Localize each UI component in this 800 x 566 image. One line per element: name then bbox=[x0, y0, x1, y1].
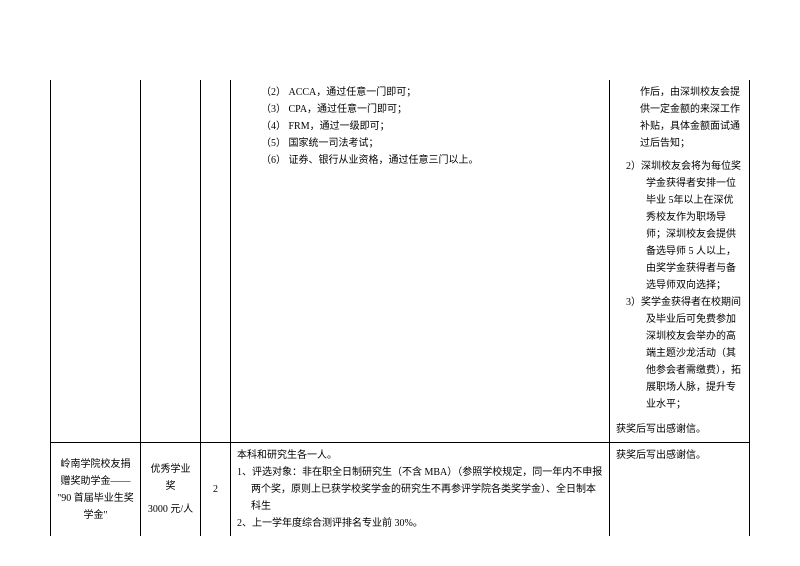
criteria-line: （3） CPA，通过任意一门即可； bbox=[261, 101, 603, 118]
criteria-line: （4） FRM，通过一级即可； bbox=[261, 118, 603, 135]
notes-line: 获奖后写出感谢信。 bbox=[616, 421, 743, 438]
name-line: "90 首届毕业生奖学金" bbox=[57, 490, 134, 524]
criteria-line: （6） 证券、银行从业资格，通过任意三门以上。 bbox=[261, 152, 603, 169]
cell-name: 岭南学院校友捐赠奖助学金—— "90 首届毕业生奖学金" bbox=[51, 443, 141, 537]
table-row: 岭南学院校友捐赠奖助学金—— "90 首届毕业生奖学金" 优秀学业奖 3000 … bbox=[51, 443, 750, 537]
criteria-line: 本科和研究生各一人。 bbox=[237, 447, 603, 464]
table-row: （2） ACCA，通过任意一门即可； （3） CPA，通过任意一门即可； （4）… bbox=[51, 80, 750, 443]
scholarship-table: （2） ACCA，通过任意一门即可； （3） CPA，通过任意一门即可； （4）… bbox=[50, 80, 750, 536]
criteria-line: 2、上一学年度综合测评排名专业前 30%。 bbox=[237, 515, 603, 532]
criteria-line: 1、评选对象：非在职全日制研究生（不含 MBA）（参照学校规定，同一年内不申报两… bbox=[237, 464, 603, 515]
notes-line: 3）奖学金获得者在校期间及毕业后可免费参加深圳校友会举办的高端主题沙龙活动（其他… bbox=[616, 294, 743, 413]
cell-notes: 作后，由深圳校友会提供一定金额的来深工作补贴，具体金额面试通过后告知； 2）深圳… bbox=[610, 80, 750, 443]
criteria-line: （2） ACCA，通过任意一门即可； bbox=[261, 84, 603, 101]
cell-count bbox=[201, 80, 231, 443]
award-line: 3000 元/人 bbox=[147, 501, 194, 518]
award-line: 优秀学业奖 bbox=[147, 461, 194, 495]
name-line: 岭南学院校友捐赠奖助学金—— bbox=[57, 456, 134, 490]
cell-award: 优秀学业奖 3000 元/人 bbox=[141, 443, 201, 537]
cell-count: 2 bbox=[201, 443, 231, 537]
cell-award bbox=[141, 80, 201, 443]
cell-criteria: 本科和研究生各一人。 1、评选对象：非在职全日制研究生（不含 MBA）（参照学校… bbox=[231, 443, 610, 537]
cell-notes: 获奖后写出感谢信。 bbox=[610, 443, 750, 537]
notes-line: 2）深圳校友会将为每位奖学金获得者安排一位毕业 5年以上在深优秀校友作为职场导师… bbox=[616, 158, 743, 294]
cell-criteria: （2） ACCA，通过任意一门即可； （3） CPA，通过任意一门即可； （4）… bbox=[231, 80, 610, 443]
criteria-line: （5） 国家统一司法考试； bbox=[261, 135, 603, 152]
notes-line: 作后，由深圳校友会提供一定金额的来深工作补贴，具体金额面试通过后告知； bbox=[616, 84, 743, 152]
cell-name bbox=[51, 80, 141, 443]
